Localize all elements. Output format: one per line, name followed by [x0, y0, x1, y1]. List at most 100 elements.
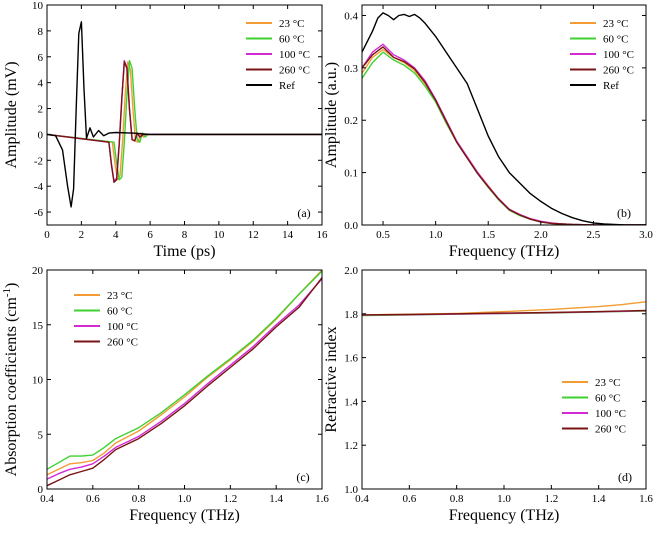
panel-d-xtick-label: 1.2	[544, 493, 558, 505]
panel-c-xlabel: Frequency (THz)	[129, 507, 240, 524]
panel-d-ytick-label: 2.0	[344, 265, 358, 277]
panel-c-panel-label: (c)	[296, 470, 309, 484]
panel-a-xtick-label: 2	[79, 229, 85, 241]
panel-c-legend-label: 60 °C	[107, 306, 133, 318]
panel-d-xtick-label: 0.8	[450, 493, 464, 505]
panel-b-series-group	[362, 12, 646, 225]
panel-c-legend-label: 100 °C	[107, 321, 138, 333]
panel-a-xtick-label: 12	[248, 229, 259, 241]
panel-c-ytick-label: 10	[32, 375, 44, 387]
panel-a-xtick-label: 10	[213, 229, 225, 241]
panel-d-xtick-label: 0.4	[355, 493, 369, 505]
panel-c-xtick-label: 1.4	[269, 493, 283, 505]
panel-a-series-60c	[47, 59, 322, 181]
panel-c-xtick-label: 1.6	[315, 493, 329, 505]
panel-c-xtick-label: 0.6	[86, 493, 100, 505]
panel-c-series-100c	[47, 278, 322, 480]
panel-c-xtick-label: 1.0	[178, 493, 192, 505]
panel-b-xtick-label: 2.0	[534, 229, 548, 241]
panel-a-legend-label: Ref	[279, 80, 295, 92]
panel-a-ytick-label: -4	[34, 181, 44, 193]
panel-b-ytick-label: 0.1	[344, 168, 358, 180]
panel-b-series-260c	[362, 46, 646, 225]
panel-b-panel-label: (b)	[617, 206, 631, 220]
panel-c-series-23c	[47, 270, 322, 476]
panel-a-xtick-label: 8	[182, 229, 188, 241]
panel-a-ytick-label: 4	[38, 78, 44, 90]
panel-c-ylabel-sup: -1	[1, 288, 13, 297]
panel-d-chart: 0.4 0.6 0.8 1.0 1.2 1.4 1.6 1.0 1.2 1.4 1.6 1.8 2.0 F…	[323, 265, 653, 524]
panel-c-series-260c	[47, 277, 322, 487]
panel-a-legend-label: 260 °C	[279, 65, 310, 77]
panel-d-xtick-label: 1.0	[497, 493, 511, 505]
panel-c-xtick-label: 1.2	[223, 493, 237, 505]
panel-b-ytick-label: 0.4	[344, 10, 358, 22]
panel-d-ytick-label: 1.8	[344, 309, 358, 321]
panel-b-series-60c	[362, 51, 646, 225]
panel-a-legend-label: 23 °C	[279, 18, 305, 30]
panel-c-chart: 0.4 0.6 0.8 1.0 1.2 1.4 1.6 0 5 10 15 20 Frequency (…	[1, 265, 329, 524]
panel-a-ytick-label: 10	[32, 0, 44, 12]
panel-c-legend-label: 260 °C	[107, 337, 138, 349]
panel-c-ylabel: Absorption coefficients (cm-1)	[1, 283, 20, 477]
panel-b-xtick-label: 0.5	[376, 229, 390, 241]
panel-b-chart: 0.5 1.0 1.5 2.0 2.5 3.0 0.0 0.1 0.2 0.3 0.4 Frequen…	[323, 4, 653, 260]
panel-c-series-60c	[47, 270, 322, 470]
panel-b-series-ref	[362, 12, 646, 225]
panel-d-ytick-label: 1.2	[344, 440, 358, 452]
panel-d-series-260c	[362, 309, 646, 316]
panel-a-xtick-label: 0	[44, 229, 50, 241]
panel-c-ytick-label: 15	[32, 320, 44, 332]
panel-c-ylabel-main: Absorption coefficients (cm	[3, 297, 20, 477]
panel-b-legend-label: Ref	[603, 80, 619, 92]
panel-a-ytick-label: 8	[38, 26, 44, 38]
panel-d-legend-label: 260 °C	[595, 424, 626, 436]
panel-c-ytick-label: 20	[32, 265, 44, 277]
panel-d-series-group	[362, 301, 646, 317]
panel-a-xtick-label: 6	[147, 229, 153, 241]
panel-d-legend-label: 60 °C	[595, 393, 621, 405]
panel-c-ytick-label: 5	[38, 429, 44, 441]
panel-a-series-100c	[47, 59, 322, 182]
panel-a-xlabel: Time (ps)	[153, 243, 215, 260]
panel-c-legend-label: 23 °C	[107, 290, 133, 302]
panel-c-ytick-label: 0	[38, 484, 44, 496]
panel-d-legend-label: 100 °C	[595, 408, 626, 420]
panel-c-series-group	[47, 270, 322, 487]
panel-c-xtick-label: 0.8	[132, 493, 146, 505]
panel-b-legend-label: 23 °C	[603, 18, 629, 30]
panel-a-xtick-label: 14	[282, 229, 294, 241]
panel-a-xtick-label: 4	[113, 229, 119, 241]
panel-d-xlabel: Frequency (THz)	[449, 507, 560, 524]
panel-a-ytick-label: -2	[34, 155, 43, 167]
panel-a-ytick-label: -6	[34, 207, 44, 219]
panel-b-xtick-label: 1.0	[429, 229, 443, 241]
panel-a-series-ref	[47, 21, 322, 208]
panel-b-xtick-label: 1.5	[481, 229, 495, 241]
panel-b-ytick-label: 0.0	[344, 220, 358, 232]
panel-d-ytick-label: 1.4	[344, 396, 358, 408]
panel-d-panel-label: (d)	[618, 470, 632, 484]
panel-d-xtick-label: 1.4	[592, 493, 606, 505]
panel-b-legend-label: 100 °C	[603, 49, 634, 61]
panel-d-xtick-label: 0.6	[402, 493, 416, 505]
panel-b-legend-label: 60 °C	[603, 34, 629, 46]
panel-b-xlabel: Frequency (THz)	[449, 243, 560, 260]
panel-a-panel-label: (a)	[297, 206, 310, 220]
panel-c-xtick-label: 0.4	[40, 493, 54, 505]
panel-b-legend-label: 260 °C	[603, 65, 634, 77]
panel-a-ytick-label: 0	[38, 129, 44, 141]
panel-d-ytick-label: 1.0	[344, 484, 358, 496]
panel-d-ytick-label: 1.6	[344, 353, 358, 365]
panel-c-ylabel-suffix: )	[3, 283, 20, 288]
panel-d-xtick-label: 1.6	[639, 493, 653, 505]
panel-b-ylabel: Amplitude (a.u.)	[323, 62, 340, 168]
panel-a-legend-label: 60 °C	[279, 34, 305, 46]
panel-b-ytick-label: 0.3	[344, 63, 358, 75]
panel-a-series-group	[47, 21, 322, 208]
panel-b-xtick-label: 2.5	[587, 229, 601, 241]
panel-b-ytick-label: 0.2	[344, 115, 358, 127]
panel-a-ylabel: Amplitude (mV)	[3, 61, 20, 168]
panel-a-xtick-label: 16	[317, 229, 329, 241]
